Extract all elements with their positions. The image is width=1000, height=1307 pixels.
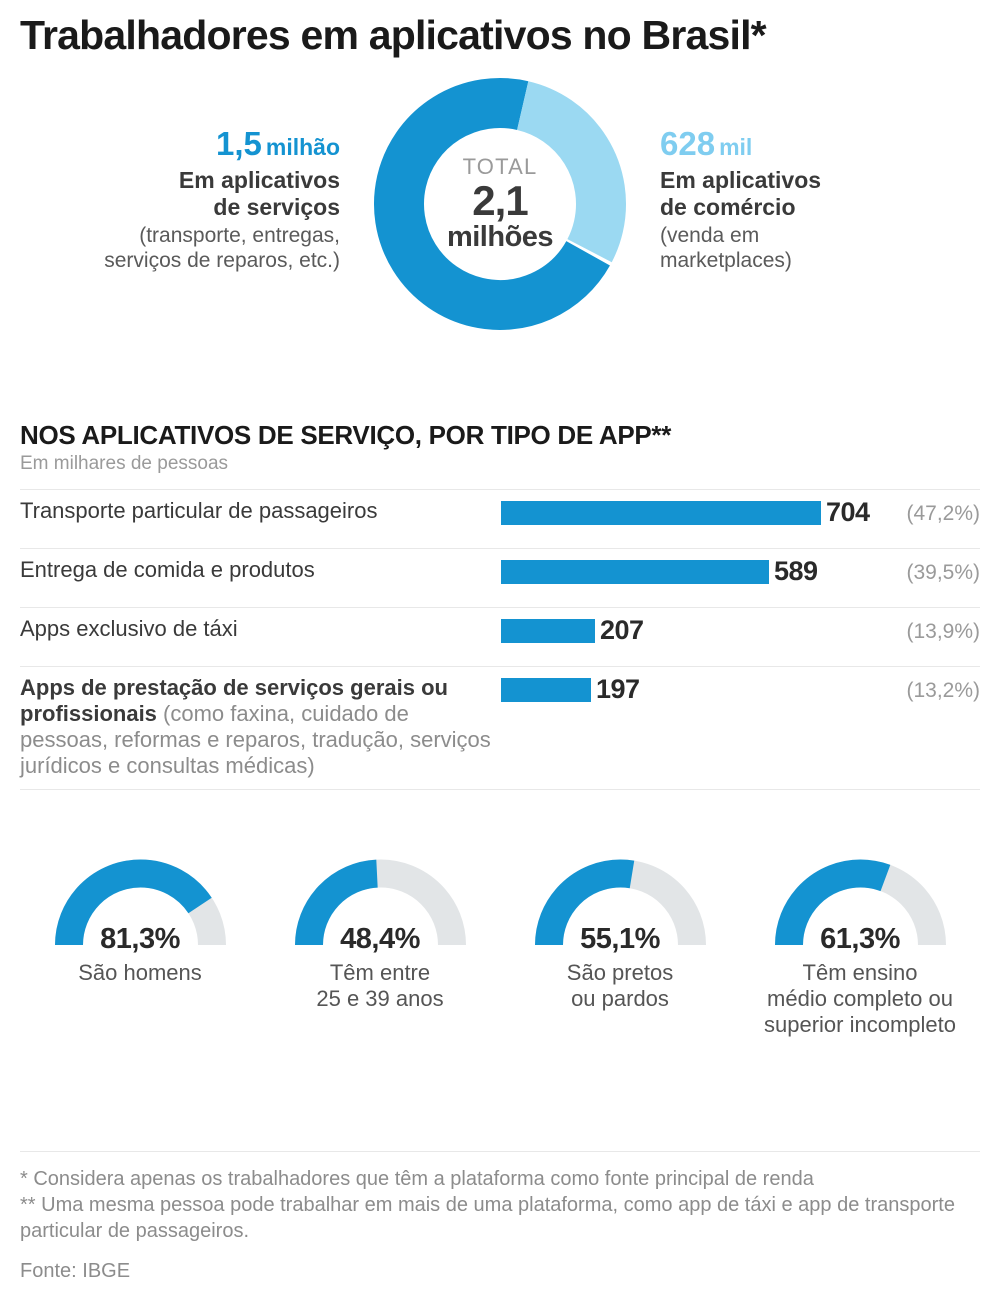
donut-right-number: 628 mil [660,125,980,163]
bar-fill [501,559,769,584]
donut-total-label: TOTAL [462,154,538,180]
bar-fill [501,618,595,643]
donut-right-headline-line2: de comércio [660,194,796,221]
footnotes: * Considera apenas os trabalhadores que … [20,1151,980,1283]
table-row: Apps exclusivo de táxi 207 (13,9%) [20,608,980,667]
table-row: Entrega de comida e produtos 589 (39,5%) [20,549,980,608]
bar-percent: (39,5%) [906,560,980,584]
donut-right-sub-line1: (venda em [660,224,760,248]
donut-chart-block: 1,5 milhão Em aplicativos de serviços (tr… [20,65,980,365]
infographic-page: Trabalhadores em aplicativos no Brasil* … [0,12,1000,1307]
donut-left-headline-line1: Em aplicativos [178,167,340,194]
donut-center-text: TOTAL 2,1 milhões [365,69,635,339]
gauge-arc: 55,1% [533,858,708,955]
donut-left-headline-line2: de serviços [213,194,340,221]
gauge-svg [534,859,706,946]
donut-total-unit: milhões [446,221,554,254]
gauge-percent: 55,1% [580,922,660,955]
gauge-arc: 61,3% [773,858,948,955]
donut-legend-left: 1,5 milhão Em aplicativos de serviços (tr… [20,125,348,274]
gauge-percent: 81,3% [100,922,180,955]
gauge-caption-line3: superior incompleto [764,1012,956,1038]
gauge-percent: 61,3% [820,922,900,955]
donut-right-unit: mil [719,134,753,161]
divider [20,1151,980,1152]
page-title: Trabalhadores em aplicativos no Brasil* [20,12,767,58]
gauge-caption-line1: São pretos [566,959,674,985]
donut-svg [374,78,626,331]
gauge-value-arc [54,859,226,946]
gauge-pretos-pardos: 55,1% São pretos ou pardos [506,858,734,1039]
source-label: Fonte: IBGE [20,1260,131,1282]
bar-label-detail: (como faxina, cuidado de pessoas, reform… [20,700,491,778]
gauge-row: 81,3% São homens 48,4% Têm entre 25 e 39… [20,858,980,1039]
footnote-1: * Considera apenas os trabalhadores que … [20,1168,814,1190]
donut-left-number: 1,5 milhão [20,125,340,163]
bar-label: Apps exclusivo de táxi [20,615,238,641]
gauge-caption-line1: São homens [78,959,202,985]
gauge-svg [294,859,466,946]
section-title: NOS APLICATIVOS DE SERVIÇO, POR TIPO DE … [20,420,672,451]
donut-right-headline-line1: Em aplicativos [660,167,822,194]
bar-value: 589 [774,556,818,587]
table-row: Apps de prestação de serviços gerais ou … [20,667,980,790]
bar-graphic: 197 [501,674,640,704]
donut-segment-servicos [374,78,626,331]
bar-chart-section: NOS APLICATIVOS DE SERVIÇO, POR TIPO DE … [20,421,980,790]
gauge-caption-line1: Têm ensino [802,959,918,985]
bar-graphic: 704 [501,497,870,527]
bar-label-bold: Apps de prestação de serviços gerais ou … [20,674,448,726]
bar-fill [501,500,821,525]
gauge-value-arc [534,859,706,946]
bar-value: 197 [596,674,640,705]
gauge-caption-line2: médio completo ou [767,986,953,1012]
gauge-caption-line2: 25 e 39 anos [316,986,444,1012]
gauge-caption-line1: Têm entre [329,959,431,985]
gauge-caption: São homens [26,960,254,986]
gauge-percent: 48,4% [340,922,420,955]
gauge-value-arc [774,859,946,946]
bar-graphic: 207 [501,615,644,645]
donut-left-headline: Em aplicativos de serviços [20,167,340,221]
donut-left-value: 1,5 [216,125,262,163]
donut-legend-right: 628 mil Em aplicativos de comércio (venda… [652,125,980,274]
donut-left-sub-line1: (transporte, entregas, [139,224,340,248]
gauge-svg [774,859,946,946]
gauge-caption: Têm ensino médio completo ou superior in… [746,960,974,1039]
gauge-escolaridade: 61,3% Têm ensino médio completo ou super… [746,858,974,1039]
donut-right-value: 628 [660,125,716,163]
gauge-caption-line2: ou pardos [571,986,669,1012]
bar-percent: (47,2%) [906,501,980,525]
gauge-sao-homens: 81,3% São homens [26,858,254,1039]
gauge-arc: 48,4% [293,858,468,955]
donut-left-sub: (transporte, entregas, serviços de repar… [20,223,340,273]
bar-value: 207 [600,615,644,646]
gauge-caption: Têm entre 25 e 39 anos [266,960,494,1013]
bar-label: Transporte particular de passageiros [20,497,378,523]
donut-right-headline: Em aplicativos de comércio [660,167,980,221]
donut-chart: TOTAL 2,1 milhões [365,69,635,339]
gauge-arc: 81,3% [53,858,228,955]
gauge-faixa-etaria: 48,4% Têm entre 25 e 39 anos [266,858,494,1039]
footnote-2: ** Uma mesma pessoa pode trabalhar em ma… [20,1194,955,1242]
donut-right-sub-line2: marketplaces) [660,249,792,273]
gauge-value-arc [294,859,466,946]
donut-right-sub: (venda em marketplaces) [660,223,980,273]
donut-total-value: 2,1 [472,177,528,225]
section-subtitle: Em milhares de pessoas [20,452,229,474]
bar-graphic: 589 [501,556,818,586]
bar-label: Entrega de comida e produtos [20,556,315,582]
donut-left-unit: milhão [265,134,340,161]
gauge-svg [54,859,226,946]
bar-percent: (13,9%) [906,619,980,643]
gauge-caption: São pretos ou pardos [506,960,734,1013]
table-row: Transporte particular de passageiros 704… [20,490,980,549]
bar-label: Apps de prestação de serviços gerais ou … [20,675,500,779]
donut-left-sub-line2: serviços de reparos, etc.) [104,249,340,273]
bar-fill [501,677,591,702]
bar-value: 704 [826,497,870,528]
bar-percent: (13,2%) [906,678,980,702]
bar-chart-list: Transporte particular de passageiros 704… [20,488,980,790]
